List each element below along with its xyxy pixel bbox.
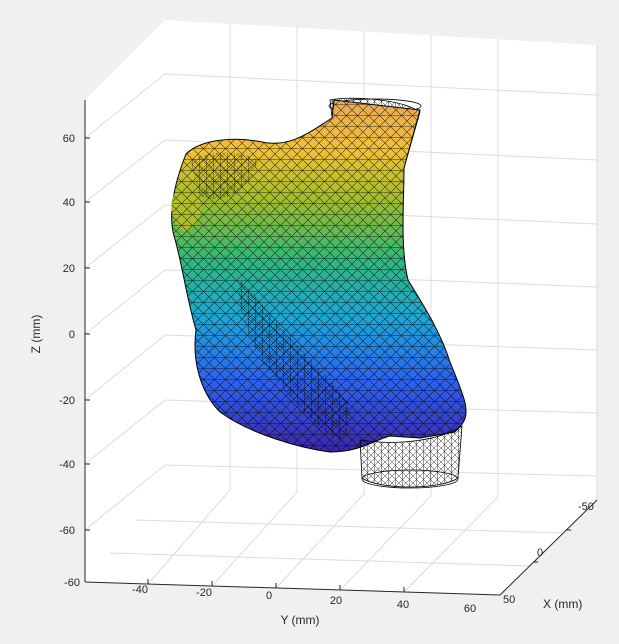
y-tick-label: 0 — [266, 590, 272, 602]
x-axis-label: X (mm) — [543, 597, 582, 611]
z-tick-label: 40 — [63, 197, 75, 209]
z-tick-label: 60 — [63, 133, 75, 145]
y-tick-label: -40 — [132, 584, 148, 596]
x-tick-label: -50 — [578, 501, 594, 513]
z-tick-label: 20 — [63, 263, 75, 275]
x-tick-labels: -50 0 50 — [503, 501, 594, 606]
z-tick-label: -60 — [59, 525, 75, 537]
y-tick-labels: -60 -40 -20 0 20 40 60 — [64, 577, 476, 615]
z-tick-labels: 60 40 20 0 -20 -40 -60 — [59, 133, 75, 537]
y-axis-label: Y (mm) — [280, 613, 319, 627]
y-tick-label: 60 — [464, 603, 476, 615]
z-tick-label: -20 — [59, 395, 75, 407]
y-tick-label: 40 — [397, 599, 409, 611]
z-tick-label: -40 — [59, 459, 75, 471]
tick-marks — [85, 137, 571, 592]
y-tick-label: 20 — [330, 595, 342, 607]
y-tick-label: -60 — [64, 577, 80, 589]
z-axis-label: Z (mm) — [29, 315, 43, 354]
x-tick-label: 50 — [503, 594, 515, 606]
x-tick-label: 0 — [537, 547, 543, 559]
y-tick-label: -20 — [196, 587, 212, 599]
z-tick-label: 0 — [69, 329, 75, 341]
axis-lines — [84, 100, 598, 596]
